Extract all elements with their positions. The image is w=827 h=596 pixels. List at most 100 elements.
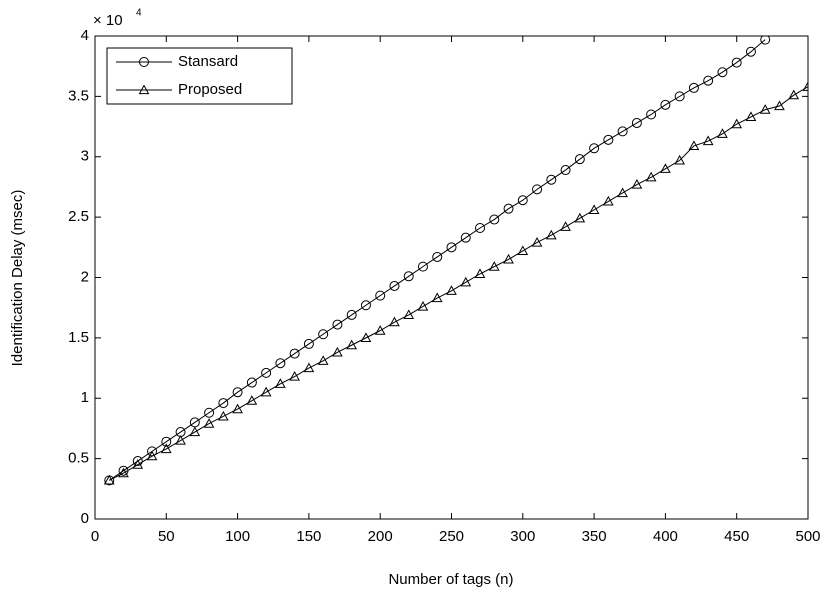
circle-marker	[760, 36, 771, 45]
y-tick-label: 2	[81, 268, 89, 285]
circle-marker	[703, 75, 714, 86]
y-scale-base: × 10	[93, 12, 123, 29]
triangle-marker	[389, 316, 400, 327]
triangle-marker	[346, 339, 358, 350]
circle-marker	[432, 251, 443, 262]
y-tick-label: 3.5	[68, 87, 89, 104]
circle-marker	[275, 358, 286, 369]
y-tick-label: 3	[81, 148, 89, 165]
triangle-marker	[531, 236, 543, 247]
circle-marker	[346, 309, 357, 320]
y-scale-exponent: 4	[136, 8, 142, 19]
triangle-marker	[146, 450, 158, 461]
circle-marker	[589, 143, 600, 154]
circle-marker	[475, 222, 486, 233]
triangle-marker	[617, 187, 628, 198]
x-tick-label: 450	[724, 528, 749, 545]
triangle-marker	[189, 426, 201, 437]
triangle-marker	[103, 474, 115, 485]
triangle-marker	[759, 104, 771, 114]
circle-marker	[460, 232, 471, 243]
circle-marker	[232, 387, 243, 398]
circle-marker	[560, 165, 571, 176]
triangle-marker	[545, 229, 557, 240]
triangle-marker	[660, 163, 671, 173]
y-tick-label: 0	[81, 510, 89, 527]
triangle-marker	[802, 81, 808, 91]
circle-marker	[717, 67, 728, 78]
triangle-marker	[688, 140, 700, 150]
y-tick-label: 4	[81, 27, 89, 44]
circle-marker	[303, 338, 314, 349]
triangle-marker	[560, 221, 571, 231]
triangle-marker	[717, 128, 728, 138]
circle-marker	[375, 290, 386, 301]
triangle-marker	[160, 443, 172, 454]
circle-marker	[688, 82, 699, 93]
triangle-marker	[431, 292, 443, 303]
triangle-marker	[774, 100, 785, 111]
triangle-marker	[603, 195, 614, 206]
triangle-marker	[317, 355, 329, 365]
circle-marker	[389, 280, 400, 291]
x-tick-label: 50	[158, 528, 175, 545]
legend	[106, 47, 293, 105]
legend-marker	[139, 57, 149, 67]
circle-marker	[603, 134, 614, 145]
triangle-marker	[588, 204, 600, 214]
x-tick-label: 250	[439, 528, 464, 545]
circle-marker	[446, 242, 457, 253]
legend-marker	[138, 84, 150, 95]
triangle-marker	[118, 467, 129, 478]
triangle-marker	[788, 89, 800, 100]
circle-marker	[503, 203, 514, 214]
triangle-marker	[631, 178, 643, 189]
x-axis-label: Number of tags (n)	[388, 571, 513, 588]
circle-marker	[631, 117, 642, 128]
circle-marker	[574, 154, 585, 165]
circle-marker	[318, 329, 329, 340]
triangle-marker	[303, 362, 315, 373]
circle-marker	[674, 91, 685, 102]
circle-marker	[218, 398, 229, 409]
plot-area	[94, 35, 809, 520]
triangle-marker	[175, 434, 186, 445]
legend-label: Stansard	[178, 53, 238, 70]
triangle-marker	[674, 154, 686, 165]
x-tick-label: 300	[510, 528, 535, 545]
triangle-marker	[645, 171, 657, 182]
triangle-marker	[132, 459, 144, 469]
triangle-marker	[460, 276, 472, 287]
circle-marker	[403, 271, 414, 282]
circle-marker	[532, 184, 543, 195]
triangle-marker	[474, 268, 486, 278]
circle-marker	[646, 109, 657, 120]
circle-marker	[489, 214, 500, 225]
circle-marker	[161, 436, 172, 447]
circle-marker	[332, 319, 343, 330]
triangle-marker	[503, 253, 514, 264]
circle-marker	[660, 99, 671, 110]
circle-marker	[360, 300, 371, 311]
triangle-marker	[217, 410, 229, 421]
triangle-marker	[275, 378, 286, 388]
x-tick-label: 350	[582, 528, 607, 545]
series-line	[108, 39, 766, 481]
triangle-marker	[332, 346, 343, 357]
circle-marker	[246, 377, 257, 388]
triangle-marker	[374, 325, 386, 335]
triangle-marker	[246, 395, 258, 405]
legend-label: Proposed	[178, 81, 242, 98]
circle-marker	[745, 46, 756, 57]
y-tick-label: 0.5	[68, 450, 89, 467]
triangle-marker	[446, 285, 457, 295]
x-tick-label: 0	[91, 528, 99, 545]
circle-marker	[546, 174, 557, 185]
circle-marker	[261, 367, 272, 378]
triangle-marker	[702, 135, 714, 146]
triangle-marker	[731, 118, 743, 129]
triangle-marker	[517, 245, 529, 256]
triangle-marker	[403, 309, 415, 320]
y-tick-label: 2.5	[68, 208, 89, 225]
